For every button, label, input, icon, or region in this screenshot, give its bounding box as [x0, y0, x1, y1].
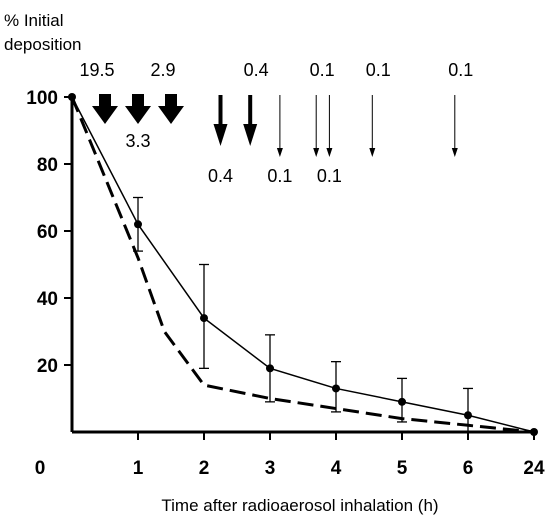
- dose-arrow-thin-head: [326, 148, 333, 157]
- x-tick-label: 6: [463, 458, 474, 479]
- dose-arrow-thin-head: [276, 148, 283, 157]
- x-tick-label: 0: [35, 458, 46, 479]
- data-point: [266, 364, 274, 373]
- dose-arrow-label: 0.1: [317, 166, 342, 186]
- y-tick-label: 20: [37, 356, 58, 377]
- y-tick-label: 60: [37, 222, 58, 243]
- y-tick-label: 40: [37, 289, 58, 310]
- x-tick-label: 3: [265, 458, 276, 479]
- y-tick-label: 80: [37, 155, 58, 176]
- dose-arrow-label: 0.1: [448, 60, 473, 80]
- dose-arrow-label: 0.1: [267, 166, 292, 186]
- y-tick-label: 100: [26, 88, 58, 109]
- dose-arrow-medium-head: [243, 124, 258, 146]
- dose-arrow-label: 2.9: [150, 60, 175, 80]
- x-tick-label: 4: [331, 458, 342, 479]
- y-axis-label-line1: % Initial: [4, 11, 64, 30]
- data-point: [134, 220, 142, 229]
- tick-group: 0 1 2 3 4 5 6 24 100 80 60 40 20: [26, 88, 545, 479]
- x-tick-label: 24: [523, 458, 545, 479]
- data-point: [200, 314, 208, 323]
- dose-arrow-thin-head: [313, 148, 320, 157]
- data-point: [332, 384, 340, 393]
- dose-arrow-label: 0.1: [366, 60, 391, 80]
- dose-arrow-label: 19.5: [79, 60, 114, 80]
- series-group: [68, 93, 538, 436]
- data-point: [398, 397, 406, 406]
- dose-arrow-thin-head: [451, 148, 458, 157]
- dose-arrow-label: 3.3: [125, 131, 150, 151]
- dose-arrow-label: 0.4: [208, 166, 233, 186]
- dashed-series-line: [70, 96, 535, 434]
- dose-arrow-label: 0.1: [310, 60, 335, 80]
- solid-series-line: [71, 96, 535, 433]
- dose-arrow-heavy: [125, 94, 151, 124]
- dose-arrow-thin-head: [369, 148, 376, 157]
- data-point: [464, 411, 472, 420]
- x-tick-label: 1: [133, 458, 144, 479]
- x-tick-label: 2: [199, 458, 210, 479]
- chart-axes: [70, 97, 532, 434]
- x-tick-label: 5: [397, 458, 408, 479]
- dose-arrow-heavy: [158, 94, 184, 124]
- y-axis-label-line2: deposition: [4, 35, 82, 54]
- dose-arrow-label: 0.4: [244, 60, 269, 80]
- arrows-group: 19.5 3.3 2.9 0.4 0.4 0.1 0.1 0.1 0.1 0.1: [79, 60, 473, 186]
- dose-arrow-medium-head: [213, 124, 228, 146]
- x-axis-label: Time after radioaerosol inhalation (h): [161, 496, 438, 515]
- dose-arrow-heavy: [92, 94, 118, 124]
